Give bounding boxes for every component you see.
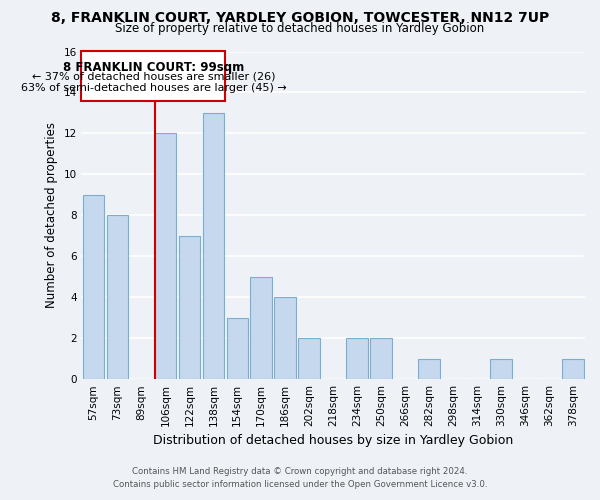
Bar: [490, 358, 512, 379]
Text: 8, FRANKLIN COURT, YARDLEY GOBION, TOWCESTER, NN12 7UP: 8, FRANKLIN COURT, YARDLEY GOBION, TOWCE…: [51, 11, 549, 25]
Text: Size of property relative to detached houses in Yardley Gobion: Size of property relative to detached ho…: [115, 22, 485, 35]
Bar: [562, 358, 584, 379]
Bar: [346, 338, 368, 379]
Bar: [298, 338, 320, 379]
Bar: [418, 358, 440, 379]
Bar: [274, 298, 296, 379]
Text: ← 37% of detached houses are smaller (26): ← 37% of detached houses are smaller (26…: [32, 72, 275, 82]
Y-axis label: Number of detached properties: Number of detached properties: [45, 122, 58, 308]
Bar: [155, 134, 176, 379]
Text: 8 FRANKLIN COURT: 99sqm: 8 FRANKLIN COURT: 99sqm: [63, 60, 244, 74]
Text: Contains HM Land Registry data © Crown copyright and database right 2024.
Contai: Contains HM Land Registry data © Crown c…: [113, 468, 487, 489]
Bar: [370, 338, 392, 379]
Bar: [250, 277, 272, 379]
Text: 63% of semi-detached houses are larger (45) →: 63% of semi-detached houses are larger (…: [20, 83, 286, 93]
Bar: [203, 113, 224, 379]
Bar: [107, 216, 128, 379]
Bar: [82, 52, 226, 100]
X-axis label: Distribution of detached houses by size in Yardley Gobion: Distribution of detached houses by size …: [153, 434, 514, 448]
Bar: [179, 236, 200, 379]
Bar: [83, 195, 104, 379]
Bar: [227, 318, 248, 379]
